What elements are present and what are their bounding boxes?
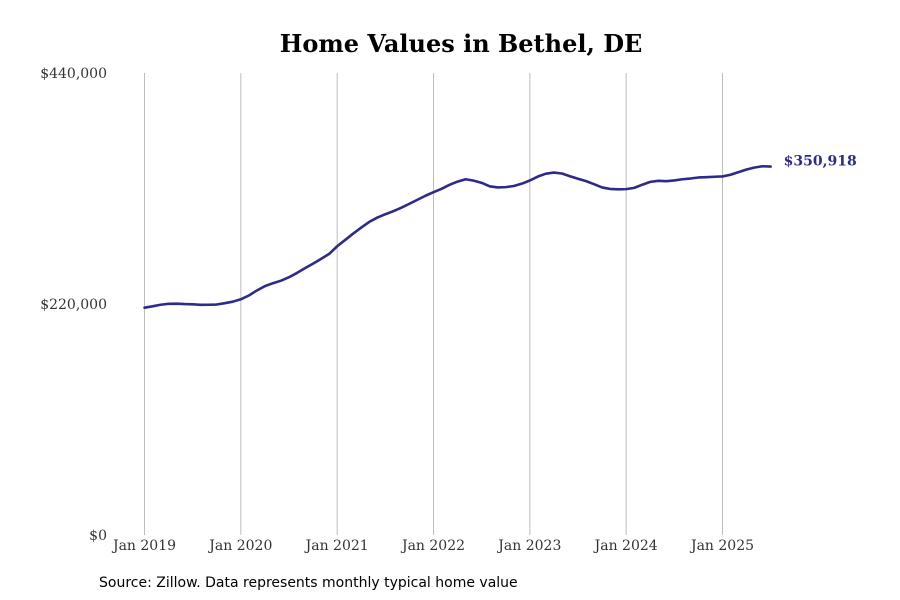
source-note: Source: Zillow. Data represents monthly …: [99, 575, 518, 591]
x-tick-label: Jan 2021: [304, 538, 369, 554]
grid-lines: [144, 73, 723, 535]
y-tick-label: $440,000: [40, 66, 107, 82]
chart-title: Home Values in Bethel, DE: [280, 29, 643, 58]
x-tick-label: Jan 2025: [689, 538, 754, 554]
x-tick-label: Jan 2023: [496, 538, 561, 554]
series-line: [143, 164, 772, 309]
x-tick-label: Jan 2022: [400, 538, 465, 554]
end-value-label: $350,918: [784, 154, 857, 170]
y-tick-label: $220,000: [40, 297, 107, 313]
y-axis-ticks: $0 $220,000 $440,000: [40, 66, 107, 544]
x-tick-label: Jan 2020: [207, 538, 272, 554]
x-tick-label: Jan 2019: [111, 538, 176, 554]
y-tick-label: $0: [89, 528, 107, 544]
x-tick-label: Jan 2024: [593, 538, 658, 554]
x-axis-ticks: Jan 2019 Jan 2020 Jan 2021 Jan 2022 Jan 2023…: [111, 538, 754, 554]
